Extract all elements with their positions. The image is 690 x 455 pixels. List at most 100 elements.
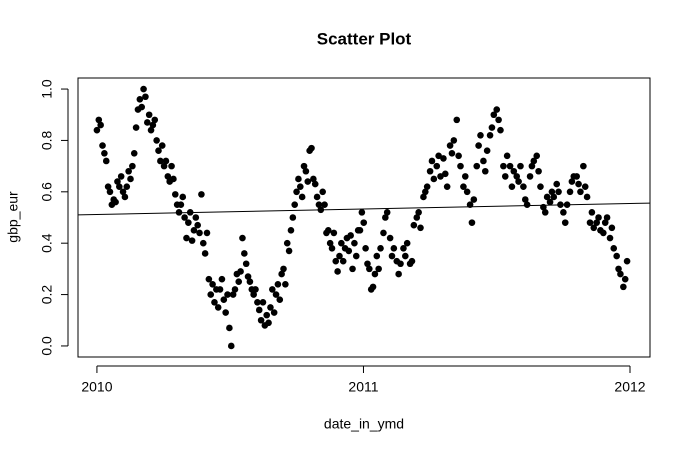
point <box>199 239 207 247</box>
x-axis-label: date_in_ymd <box>324 416 404 432</box>
point <box>397 260 404 268</box>
point <box>151 116 159 124</box>
point <box>140 85 147 93</box>
point <box>185 219 192 226</box>
point <box>291 201 298 208</box>
point <box>147 126 155 134</box>
point <box>413 214 421 221</box>
point <box>410 221 418 229</box>
point <box>123 183 131 190</box>
point <box>580 162 587 170</box>
point <box>201 250 209 257</box>
point <box>267 304 274 311</box>
point <box>501 173 509 180</box>
point <box>293 188 300 196</box>
point <box>595 214 602 221</box>
point <box>593 219 600 226</box>
point <box>520 183 527 190</box>
point <box>274 280 282 288</box>
point <box>270 309 278 316</box>
point <box>550 193 558 201</box>
point <box>568 178 576 185</box>
point <box>473 162 481 170</box>
point <box>493 106 501 113</box>
point <box>606 234 614 242</box>
point <box>546 198 554 206</box>
point <box>586 219 594 226</box>
point <box>366 265 373 273</box>
point <box>460 183 467 190</box>
y-tick-label: 0.4 <box>39 233 55 253</box>
point <box>528 162 536 170</box>
point <box>390 245 398 252</box>
point <box>475 142 482 149</box>
point <box>250 291 257 298</box>
point <box>298 193 306 201</box>
point <box>244 273 252 280</box>
point <box>192 214 200 221</box>
point <box>319 188 326 196</box>
point <box>179 193 187 201</box>
point <box>237 268 244 275</box>
point <box>358 209 366 216</box>
point <box>235 278 243 286</box>
y-tick-label: 0.8 <box>39 130 55 150</box>
point <box>517 162 524 170</box>
point <box>400 245 407 252</box>
point <box>287 227 295 234</box>
chart-title: Scatter Plot <box>317 29 412 48</box>
point <box>119 188 127 196</box>
point <box>345 247 353 255</box>
point <box>224 291 231 298</box>
point <box>448 149 456 157</box>
point <box>450 137 458 144</box>
point <box>600 229 607 237</box>
plot-frame <box>77 77 651 358</box>
point <box>386 234 394 242</box>
point <box>590 224 598 232</box>
point <box>190 227 198 234</box>
point <box>490 111 498 119</box>
point <box>615 265 622 273</box>
y-axis-label: gbp_eur <box>5 191 21 243</box>
point <box>136 96 144 103</box>
point <box>443 183 451 190</box>
point <box>132 124 140 131</box>
point <box>209 280 216 288</box>
point <box>272 291 280 298</box>
point <box>231 286 239 293</box>
point <box>239 234 246 242</box>
point <box>364 260 371 268</box>
point <box>577 188 584 196</box>
point <box>144 119 151 126</box>
point <box>334 268 341 275</box>
point <box>226 324 233 332</box>
point <box>138 103 146 111</box>
point <box>321 201 328 208</box>
point <box>453 116 461 124</box>
point <box>153 137 160 144</box>
point <box>560 209 567 216</box>
point <box>351 239 358 247</box>
point <box>338 239 345 247</box>
point <box>216 286 224 293</box>
point <box>555 188 562 196</box>
point <box>440 155 447 162</box>
point <box>183 234 190 242</box>
point <box>573 173 581 180</box>
point <box>211 298 218 306</box>
point <box>328 245 336 252</box>
point <box>203 229 211 237</box>
x-tick-label: 2010 <box>81 379 112 395</box>
point <box>207 291 215 298</box>
point <box>375 265 382 273</box>
point <box>495 116 502 124</box>
point <box>332 257 340 265</box>
point <box>255 306 263 314</box>
point <box>408 257 416 265</box>
point <box>263 311 271 319</box>
point <box>617 270 624 278</box>
point <box>430 175 438 183</box>
point <box>97 121 104 129</box>
